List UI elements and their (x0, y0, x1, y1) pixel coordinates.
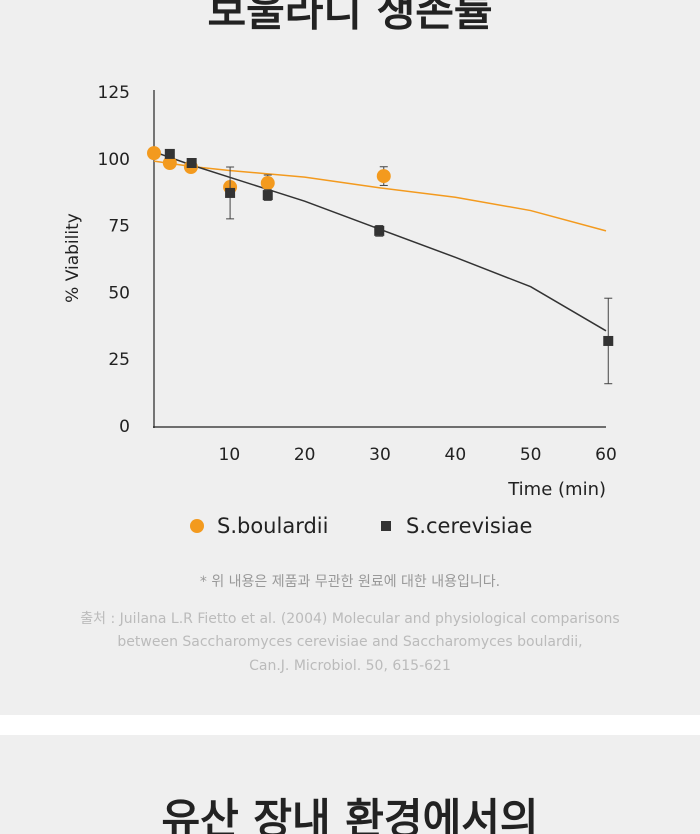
x-tick-label: 50 (520, 445, 542, 465)
section-bg (0, 0, 700, 715)
y-tick-label: 75 (108, 217, 130, 237)
legend-label: S.boulardii (217, 514, 328, 538)
source: Can.J. Microbiol. 50, 615-621 (249, 658, 451, 674)
y-tick-label: 25 (108, 350, 130, 370)
source: between Saccharomyces cerevisiae and Sac… (117, 634, 582, 650)
x-tick-label: 10 (219, 445, 241, 465)
x-tick-label: 20 (294, 445, 316, 465)
point (164, 148, 175, 159)
point (260, 176, 275, 191)
point (186, 158, 197, 169)
x-axis-label: Time (min) (507, 479, 606, 500)
y-tick-label: 0 (119, 417, 130, 437)
x-tick-label: 30 (369, 445, 391, 465)
point (374, 225, 385, 236)
x-tick-label: 60 (595, 445, 617, 465)
point (162, 156, 177, 171)
point (225, 187, 236, 198)
section-title: 유산 장내 환경에서의 (161, 795, 538, 834)
point (603, 335, 614, 346)
point (376, 169, 391, 184)
x-tick-label: 40 (445, 445, 467, 465)
legend-marker (190, 519, 204, 533)
point (147, 146, 161, 161)
y-axis-label: % Viability (63, 213, 83, 303)
legend-label: S.cerevisiae (406, 514, 532, 538)
section-bg (0, 735, 700, 834)
y-tick-label: 50 (108, 283, 130, 303)
fit-line (153, 151, 607, 332)
page-title: 보울라디 생존률 (207, 0, 492, 36)
point (262, 190, 273, 201)
y-tick-label: 100 (98, 150, 130, 170)
source: 출처 : Juilana L.R Fietto et al. (2004) Mo… (80, 611, 619, 627)
legend-marker (381, 521, 391, 531)
note: * 위 내용은 제품과 무관한 원료에 대한 내용입니다. (200, 574, 500, 590)
y-tick-label: 125 (98, 83, 130, 103)
